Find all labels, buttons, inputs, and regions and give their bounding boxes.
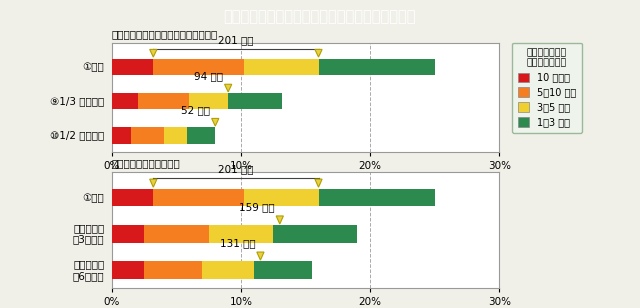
- Bar: [112, 261, 144, 279]
- Bar: [273, 225, 357, 242]
- Bar: [112, 225, 144, 242]
- Text: ⑭時差帰宅
（3時間）: ⑭時差帰宅 （3時間）: [72, 223, 104, 245]
- Text: 図３　翌日帰宅、時差帰宅による混雑緩和の効果: 図３ 翌日帰宅、時差帰宅による混雑緩和の効果: [224, 9, 416, 24]
- Bar: [189, 93, 228, 109]
- Text: 94 万人: 94 万人: [194, 71, 223, 81]
- Bar: [131, 127, 164, 144]
- Bar: [187, 127, 215, 144]
- Polygon shape: [315, 179, 322, 187]
- Polygon shape: [315, 49, 322, 57]
- Text: 201 万人: 201 万人: [218, 165, 253, 175]
- Text: 52 万人: 52 万人: [181, 105, 210, 115]
- Text: ⑨1/3 翌日帰宅: ⑨1/3 翌日帰宅: [50, 96, 104, 106]
- Bar: [144, 225, 209, 242]
- Bar: [112, 59, 154, 75]
- Bar: [244, 189, 319, 206]
- Bar: [112, 189, 154, 206]
- Polygon shape: [276, 216, 284, 224]
- Bar: [209, 225, 273, 242]
- Bar: [164, 127, 187, 144]
- Bar: [112, 93, 138, 109]
- Polygon shape: [150, 49, 157, 57]
- Text: 131 万人: 131 万人: [220, 238, 255, 248]
- Text: ①基本: ①基本: [83, 62, 104, 72]
- Polygon shape: [212, 119, 219, 126]
- Text: 201 万人: 201 万人: [218, 35, 253, 45]
- Text: ⑭時差帰宅
（6時間）: ⑭時差帰宅 （6時間）: [72, 259, 104, 281]
- Text: ①基本: ①基本: [83, 193, 104, 203]
- Text: 159 万人: 159 万人: [239, 202, 275, 212]
- Bar: [138, 93, 189, 109]
- Text: ⑩1/2 翌日帰宅: ⑩1/2 翌日帰宅: [50, 130, 104, 140]
- Text: （時差帰宅させた場合）: （時差帰宅させた場合）: [112, 158, 180, 168]
- Bar: [154, 59, 244, 75]
- Bar: [254, 261, 312, 279]
- Bar: [244, 59, 319, 75]
- Bar: [202, 261, 254, 279]
- Bar: [154, 189, 244, 206]
- Polygon shape: [257, 252, 264, 260]
- Bar: [319, 59, 435, 75]
- Polygon shape: [225, 84, 232, 92]
- Bar: [319, 189, 435, 206]
- Bar: [228, 93, 282, 109]
- Legend: 10 時間超, 5～10 時間, 3～5 時間, 1～3 時間: 10 時間超, 5～10 時間, 3～5 時間, 1～3 時間: [512, 43, 582, 133]
- Bar: [144, 261, 202, 279]
- Bar: [112, 127, 131, 144]
- Polygon shape: [150, 179, 157, 187]
- Text: （一定割合を翌日に帰宅させた場合）: （一定割合を翌日に帰宅させた場合）: [112, 29, 218, 39]
